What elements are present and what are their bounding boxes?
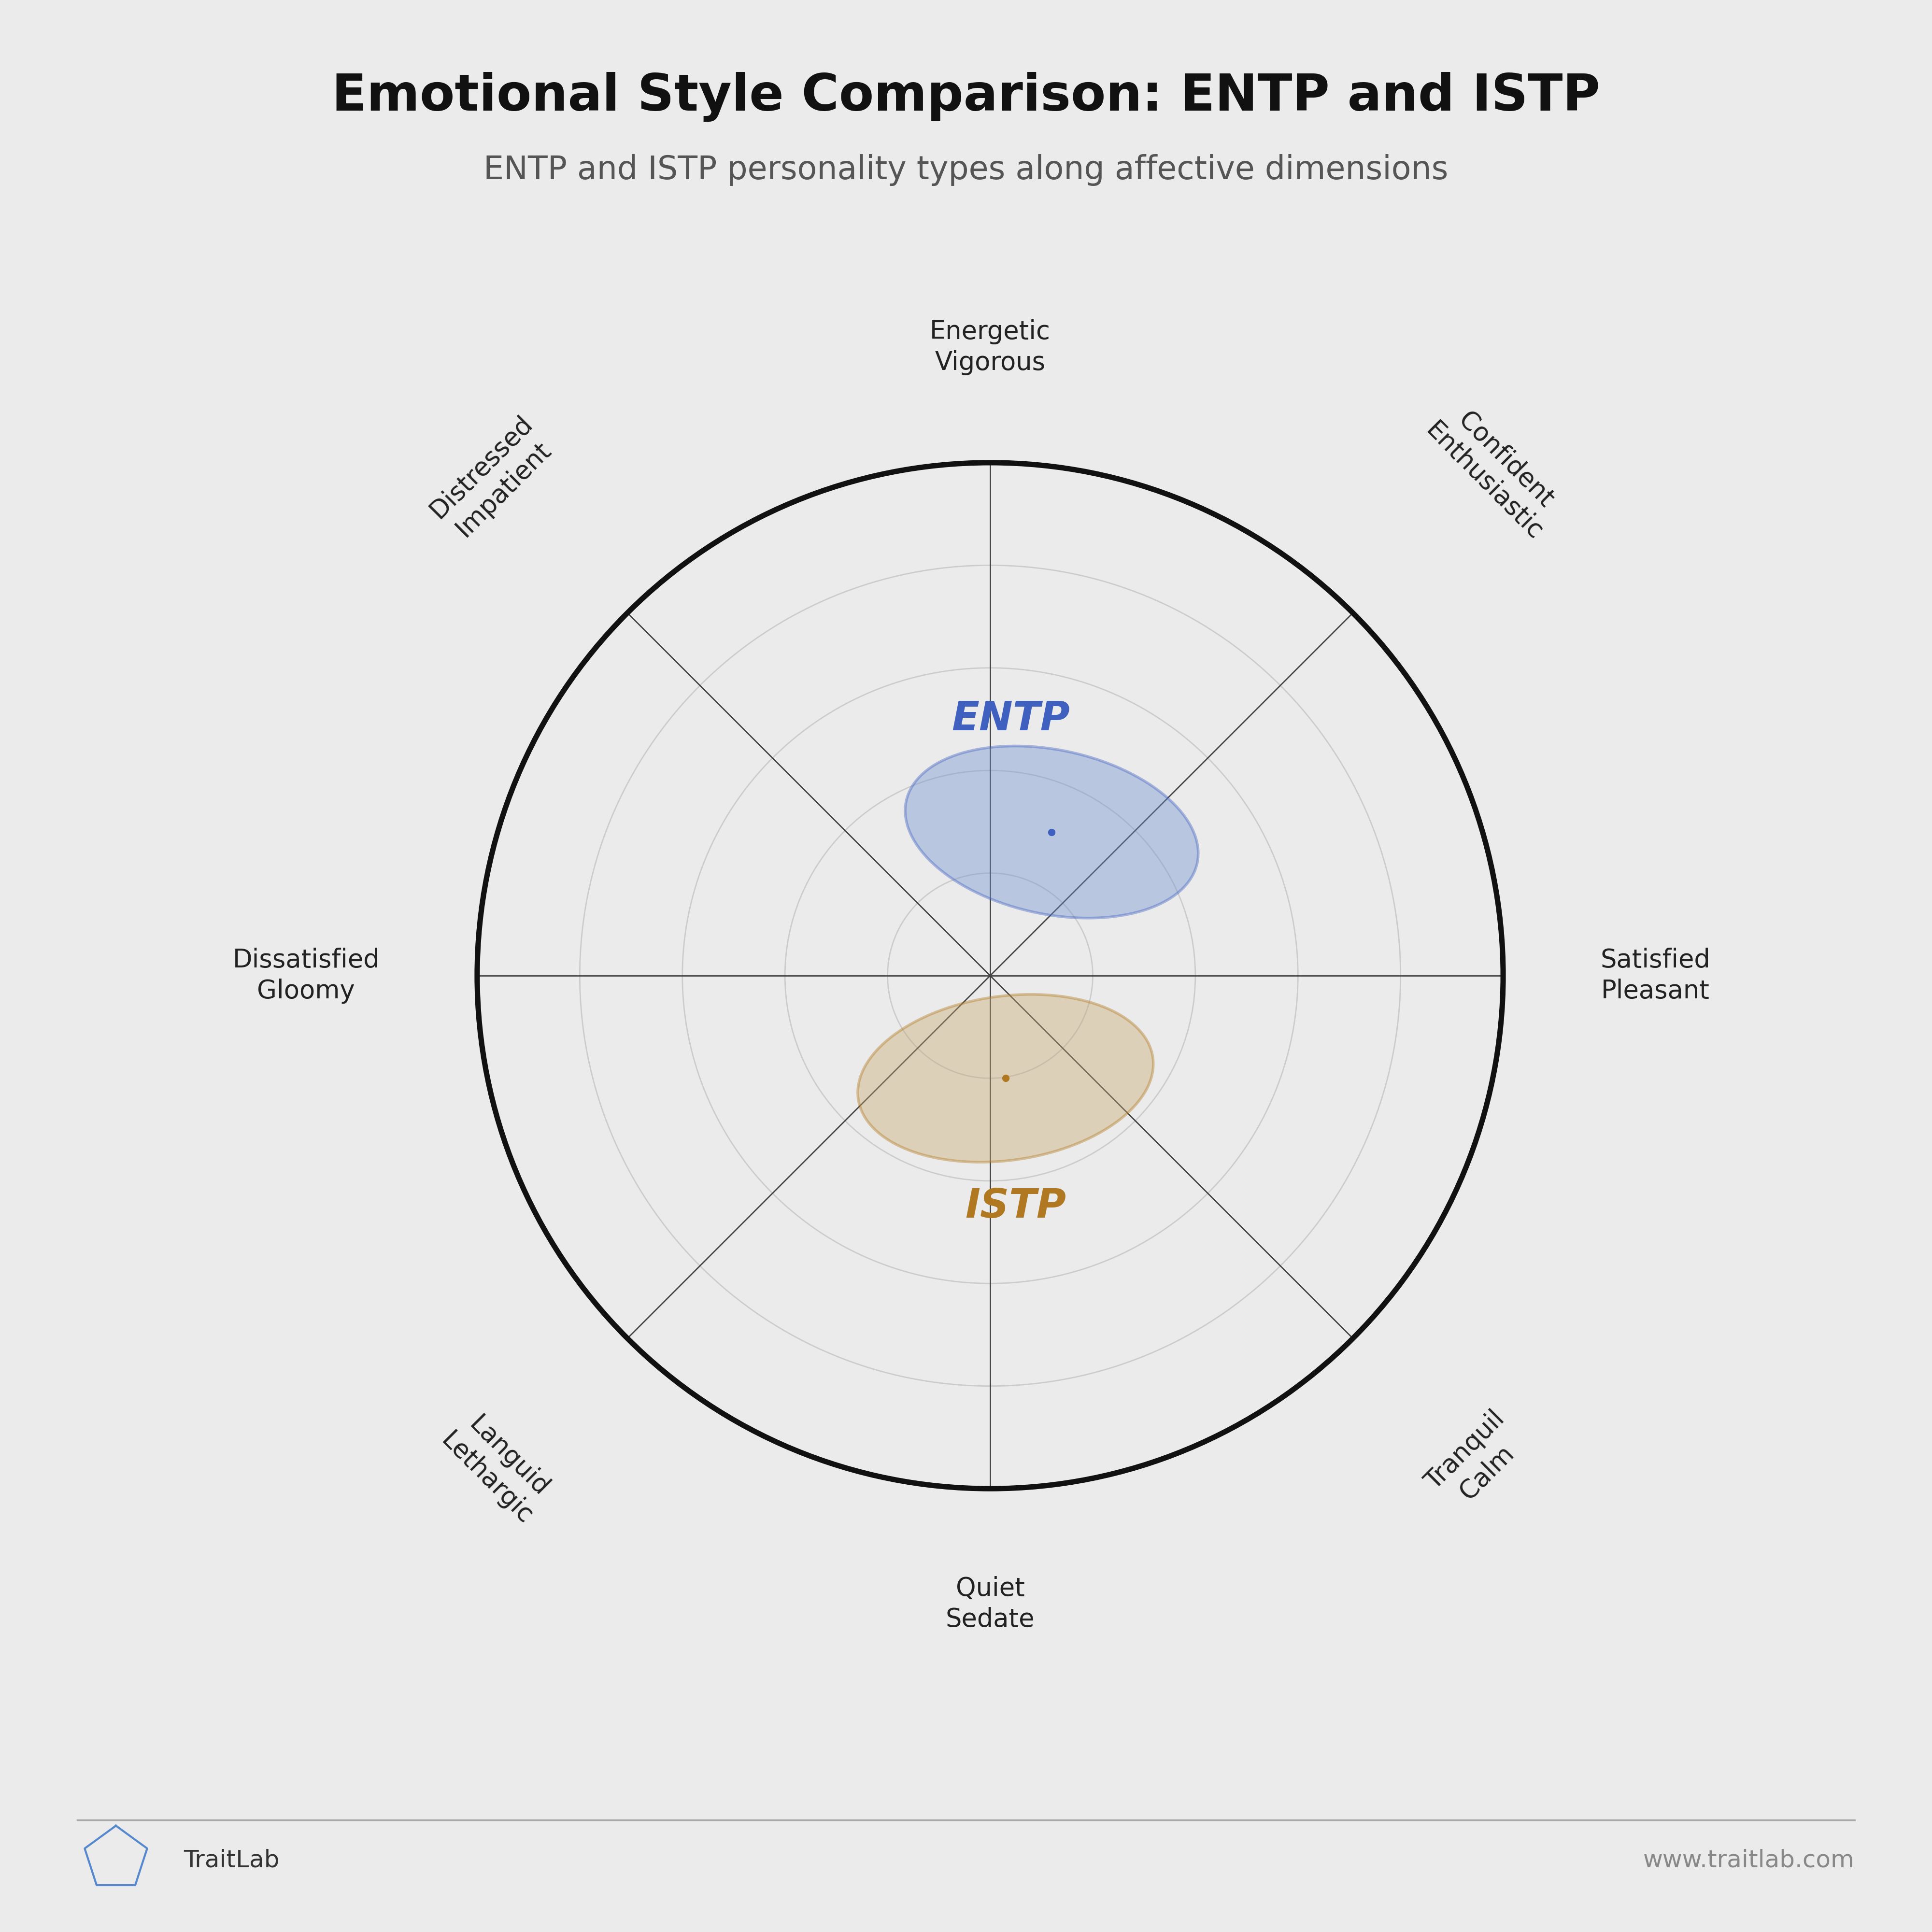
- Text: Quiet
Sedate: Quiet Sedate: [945, 1577, 1036, 1633]
- Text: www.traitlab.com: www.traitlab.com: [1644, 1849, 1855, 1872]
- Text: Dissatisfied
Gloomy: Dissatisfied Gloomy: [232, 947, 381, 1005]
- Text: Distressed
Impatient: Distressed Impatient: [425, 412, 560, 545]
- Text: Energetic
Vigorous: Energetic Vigorous: [929, 319, 1051, 375]
- Text: Satisfied
Pleasant: Satisfied Pleasant: [1600, 947, 1710, 1005]
- Text: Emotional Style Comparison: ENTP and ISTP: Emotional Style Comparison: ENTP and IST…: [332, 71, 1600, 122]
- Text: ISTP: ISTP: [966, 1186, 1066, 1227]
- Text: Tranquil
Calm: Tranquil Calm: [1420, 1406, 1532, 1517]
- Text: ENTP: ENTP: [952, 699, 1070, 738]
- Text: TraitLab: TraitLab: [184, 1849, 280, 1872]
- Text: Confident
Enthusiastic: Confident Enthusiastic: [1420, 396, 1569, 545]
- Text: Languid
Lethargic: Languid Lethargic: [437, 1406, 560, 1530]
- Ellipse shape: [858, 995, 1153, 1163]
- Text: ENTP and ISTP personality types along affective dimensions: ENTP and ISTP personality types along af…: [483, 155, 1449, 185]
- Ellipse shape: [906, 746, 1198, 918]
